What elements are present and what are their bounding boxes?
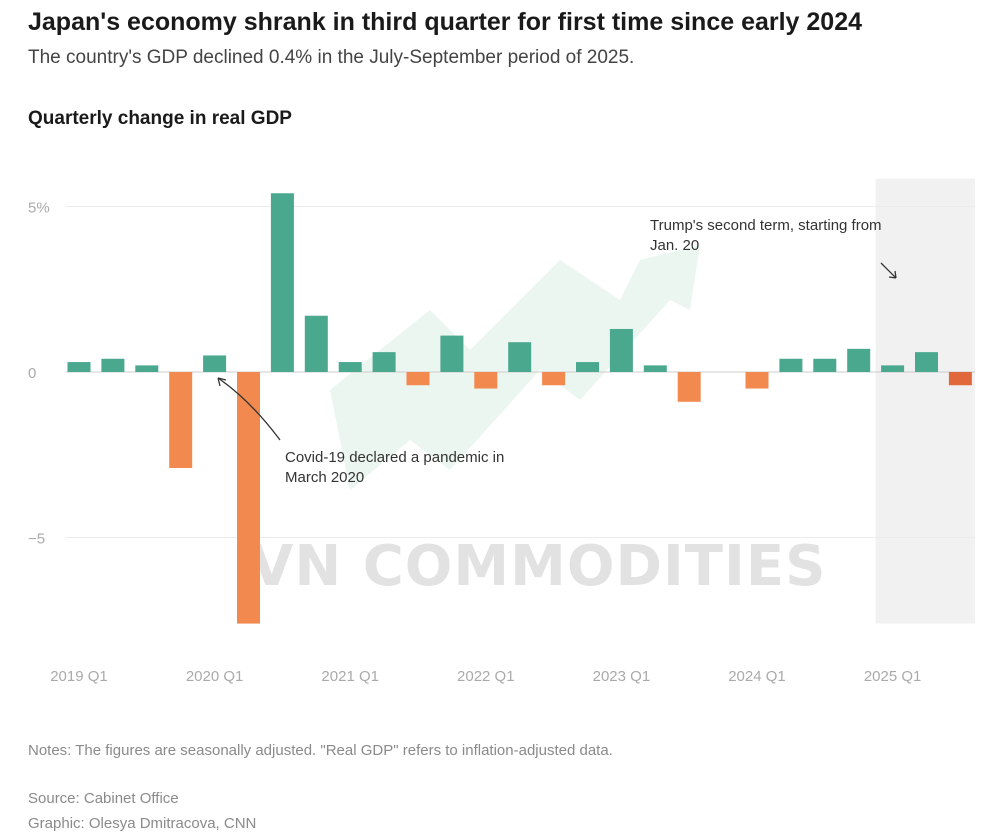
bar-2025-q3 bbox=[948, 372, 972, 386]
bar-2024-q4 bbox=[847, 348, 871, 372]
watermark: VN COMMODITIES bbox=[250, 245, 826, 599]
covid-annotation-text: Covid-19 declared a pandemic in bbox=[285, 449, 504, 466]
chart-notes: Notes: The figures are seasonally adjust… bbox=[28, 742, 613, 759]
bar-2019-q1 bbox=[67, 362, 91, 372]
x-tick-label: 2025 Q1 bbox=[864, 668, 922, 685]
bar-2022-q4 bbox=[576, 362, 599, 372]
bar-2020-q3 bbox=[270, 193, 294, 372]
x-tick-label: 2022 Q1 bbox=[457, 668, 515, 685]
bar-2023-q3 bbox=[677, 372, 701, 402]
trump-annotation-text: Trump's second term, starting from bbox=[650, 217, 882, 234]
highlight-band bbox=[875, 178, 975, 624]
bar-2024-q3 bbox=[813, 358, 837, 372]
bar-2023-q1 bbox=[609, 328, 633, 372]
chart-title: Quarterly change in real GDP bbox=[28, 108, 292, 129]
trump-annotation-text: Jan. 20 bbox=[650, 237, 699, 254]
x-tick-label: 2021 Q1 bbox=[321, 668, 379, 685]
bar-2021-q4 bbox=[440, 335, 464, 372]
bar-2021-q3 bbox=[406, 372, 430, 386]
arrow-head-icon bbox=[217, 377, 227, 387]
page-subtitle: The country's GDP declined 0.4% in the J… bbox=[28, 47, 635, 68]
bar-2022-q1 bbox=[474, 372, 498, 389]
bar-2020-q2 bbox=[237, 372, 260, 624]
bar-2019-q2 bbox=[101, 358, 125, 372]
bar-2022-q3 bbox=[542, 372, 566, 386]
bar-2024-q2 bbox=[779, 358, 803, 372]
trump-annotation-arrow bbox=[880, 262, 897, 279]
x-tick-label: 2019 Q1 bbox=[50, 668, 108, 685]
x-tick-label: 2024 Q1 bbox=[728, 668, 786, 685]
y-tick-label: 5% bbox=[28, 200, 50, 217]
y-tick-label: 0 bbox=[28, 365, 36, 382]
arrow-head-icon bbox=[888, 270, 897, 279]
page-title: Japan's economy shrank in third quarter … bbox=[28, 8, 863, 36]
chart-credit: Graphic: Olesya Dmitracova, CNN bbox=[28, 815, 257, 832]
gdp-bar-chart: VN COMMODITIES 5% 0 −5 2019 Q1 2020 Q1 2021 Q… bbox=[28, 178, 975, 685]
chart-source: Source: Cabinet Office bbox=[28, 790, 179, 807]
watermark-text: VN COMMODITIES bbox=[250, 534, 826, 599]
bar-2025-q1 bbox=[881, 365, 905, 372]
bar-2019-q3 bbox=[135, 365, 159, 372]
bar-2025-q2 bbox=[915, 352, 938, 372]
y-tick-label: −5 bbox=[28, 531, 45, 548]
bar-2020-q1 bbox=[203, 355, 227, 372]
bar-2020-q4 bbox=[304, 315, 328, 372]
x-tick-label: 2020 Q1 bbox=[186, 668, 244, 685]
x-tick-label: 2023 Q1 bbox=[593, 668, 651, 685]
bar-2021-q2 bbox=[372, 352, 396, 372]
bar-2023-q2 bbox=[643, 365, 667, 372]
bar-2022-q2 bbox=[508, 342, 532, 372]
bar-2019-q4 bbox=[169, 372, 193, 468]
bar-2024-q1 bbox=[745, 372, 769, 389]
bar-2021-q1 bbox=[338, 362, 362, 372]
covid-annotation-arrow bbox=[217, 377, 281, 441]
covid-annotation-text: March 2020 bbox=[285, 469, 364, 486]
